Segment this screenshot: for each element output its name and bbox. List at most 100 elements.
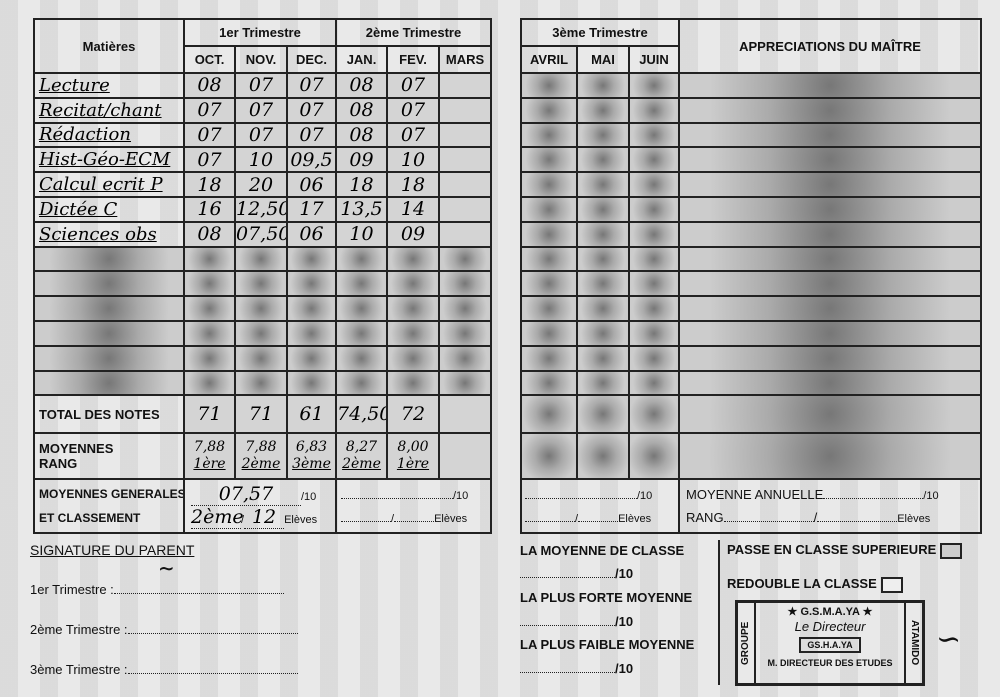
- redouble-checkbox[interactable]: [880, 576, 903, 593]
- grade-cell: [335, 245, 388, 273]
- redouble-label: REDOUBLE LA CLASSE: [727, 576, 877, 591]
- total-cell: 74,50: [335, 394, 388, 435]
- grade-cell: [335, 344, 388, 372]
- grade-cell: 07: [183, 121, 236, 149]
- table-row: [520, 146, 982, 174]
- moyenne-value: 7,88: [245, 439, 277, 456]
- subject-name: Lecture: [33, 72, 185, 99]
- grade-cell: 18: [183, 171, 236, 198]
- grade-cell: 17: [286, 195, 337, 223]
- appreciation-cell: [678, 195, 982, 223]
- appreciation-cell: [678, 245, 982, 273]
- passe-classe-option[interactable]: PASSE EN CLASSE SUPERIEURE: [727, 542, 963, 559]
- grade-cell: [234, 319, 288, 347]
- director-signature: ∽: [936, 622, 962, 657]
- total-cell: 71: [183, 394, 236, 435]
- grade-cell: [520, 369, 578, 397]
- grade-cell: [234, 245, 288, 273]
- month-header: NOV.: [234, 45, 288, 74]
- grade-cell: 18: [386, 171, 440, 198]
- moyenne-classe-value: /10: [520, 566, 633, 581]
- appreciation-cell: [678, 96, 982, 124]
- table-row: [520, 432, 982, 481]
- subject-name: Recitat/chant: [33, 96, 185, 124]
- eleves-label: Elèves: [618, 513, 652, 526]
- moyenne-rang-cell: 6,83 3ème: [286, 432, 337, 481]
- grade-cell: [183, 344, 236, 372]
- grade-cell: [628, 245, 680, 273]
- moyennes-row: MOYENNES RANG 7,88 1ère 7,88 2ème 6,83 3ème 8,27…: [33, 432, 492, 481]
- subject-name: [33, 369, 185, 397]
- grade-cell: [438, 195, 492, 223]
- table-row: [520, 72, 982, 99]
- total-cell: [438, 394, 492, 435]
- grade-cell: 07: [183, 96, 236, 124]
- passe-checkbox[interactable]: [940, 542, 963, 559]
- grade-cell: [576, 72, 630, 99]
- grade-cell: [183, 319, 236, 347]
- grade-cell: [234, 369, 288, 397]
- grade-cell: [628, 295, 680, 322]
- grade-cell: 06: [286, 171, 337, 198]
- grade-cell: [576, 220, 630, 248]
- moyenne-rang-cell: 8,27 2ème: [335, 432, 388, 481]
- redouble-option[interactable]: REDOUBLE LA CLASSE: [727, 576, 903, 593]
- total-label: TOTAL DES NOTES: [33, 394, 185, 435]
- table-row: [520, 96, 982, 124]
- grade-cell: 20: [234, 171, 288, 198]
- grade-cell: 08: [335, 96, 388, 124]
- subject-name: Rédaction: [33, 121, 185, 149]
- month-header: JUIN: [628, 45, 680, 74]
- grade-cell: [520, 171, 578, 198]
- grade-cell: 13,5: [335, 195, 388, 223]
- appreciation-cell: [678, 146, 982, 174]
- grade-cell: 08: [183, 72, 236, 99]
- grade-cell: [576, 319, 630, 347]
- grade-cell: [335, 270, 388, 298]
- grade-cell: [576, 432, 630, 481]
- grades-table-trimesters-1-2: Matières 1er Trimestre 2ème Trimestre OC…: [33, 18, 492, 535]
- grade-cell: [520, 432, 578, 481]
- grade-cell: [335, 319, 388, 347]
- moyenne-value: 7,88: [193, 439, 226, 456]
- table-row: [520, 121, 982, 149]
- appreciation-cell: [678, 319, 982, 347]
- appreciation-cell: [678, 121, 982, 149]
- grade-cell: 10: [386, 146, 440, 174]
- divider: [718, 540, 720, 685]
- month-header: MAI: [576, 45, 630, 74]
- appreciation-cell: [678, 394, 982, 435]
- t1-generale-cell: 07,57/10 2ème/12 Elèves: [183, 478, 337, 535]
- grade-cell: [286, 369, 337, 397]
- grade-cell: 07: [234, 121, 288, 149]
- subject-row: Rédaction 07 07 07 08 07: [33, 121, 492, 149]
- rang-value: 2ème: [342, 456, 381, 473]
- grade-cell: [438, 171, 492, 198]
- table-row: [520, 344, 982, 372]
- parent-sign-t2: 2ème Trimestre :: [30, 622, 298, 637]
- moyenne-rang-cell: 7,88 1ère: [183, 432, 236, 481]
- out-of: /10: [301, 491, 317, 504]
- grade-cell: [576, 394, 630, 435]
- appreciation-cell: [678, 295, 982, 322]
- subject-name: Calcul ecrit P: [33, 171, 185, 198]
- grade-cell: [576, 171, 630, 198]
- grade-cell: 07,50: [234, 220, 288, 248]
- grade-cell: [520, 220, 578, 248]
- grade-cell: 10: [335, 220, 388, 248]
- appreciation-cell: [678, 432, 982, 481]
- eleves-label: Elèves: [434, 513, 468, 526]
- t1-moyenne: 07,57: [191, 483, 301, 507]
- grade-cell: [438, 146, 492, 174]
- grade-cell: [438, 220, 492, 248]
- subject-row: Hist-Géo-ECM 07 10 09,5 09 10: [33, 146, 492, 174]
- eleves-label: Elèves: [284, 514, 318, 527]
- grade-cell: 08: [183, 220, 236, 248]
- parent-sign-t1: 1er Trimestre :: [30, 582, 284, 597]
- grade-cell: 07: [386, 96, 440, 124]
- trimestre-2-header: 2ème Trimestre: [335, 18, 492, 47]
- rang-label: RANG: [686, 510, 724, 526]
- appreciation-cell: [678, 270, 982, 298]
- subject-row: Lecture 08 07 07 08 07: [33, 72, 492, 99]
- grade-cell: [576, 121, 630, 149]
